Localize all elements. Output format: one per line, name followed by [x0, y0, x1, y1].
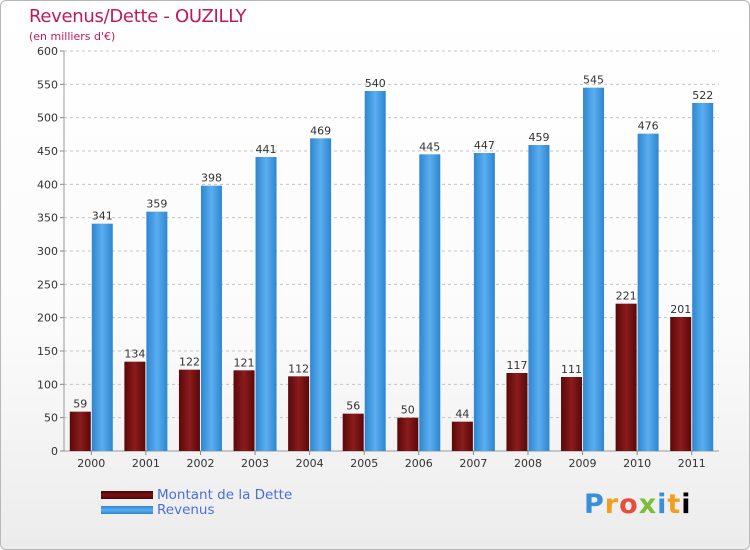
- y-tick-label: 50: [44, 412, 58, 425]
- y-tick-label: 100: [37, 378, 58, 391]
- bar-revenus: [146, 211, 168, 451]
- x-tick-label: 2004: [296, 457, 324, 470]
- value-label-revenus: 540: [365, 77, 386, 90]
- x-tick-label: 2010: [623, 457, 651, 470]
- value-label-dette: 134: [124, 348, 145, 361]
- x-tick-label: 2001: [132, 457, 160, 470]
- bar-dette: [342, 413, 364, 451]
- value-label-revenus: 341: [92, 210, 113, 223]
- legend-swatch-dette: [101, 490, 153, 499]
- bar-revenus: [692, 103, 714, 451]
- y-tick-label: 450: [37, 145, 58, 158]
- value-label-revenus: 522: [692, 89, 713, 102]
- value-label-dette: 221: [616, 290, 637, 303]
- legend-swatch-revenus: [101, 505, 153, 514]
- x-tick-label: 2002: [186, 457, 214, 470]
- value-label-dette: 56: [346, 400, 360, 413]
- value-label-dette: 122: [179, 356, 200, 369]
- value-label-dette: 201: [670, 303, 691, 316]
- bar-dette: [615, 303, 637, 451]
- bar-revenus: [419, 154, 441, 452]
- x-tick-label: 2006: [405, 457, 433, 470]
- x-tick-label: 2005: [350, 457, 378, 470]
- x-tick-label: 2000: [77, 457, 105, 470]
- value-label-dette: 112: [288, 362, 309, 375]
- value-label-dette: 111: [561, 363, 582, 376]
- value-label-revenus: 441: [256, 143, 277, 156]
- y-tick-label: 250: [37, 278, 58, 291]
- y-tick-label: 350: [37, 212, 58, 225]
- bar-revenus: [200, 185, 222, 451]
- x-tick-label: 2003: [241, 457, 269, 470]
- value-label-revenus: 445: [419, 140, 440, 153]
- value-label-revenus: 359: [146, 198, 167, 211]
- bar-revenus: [255, 157, 277, 451]
- legend-item-revenus: Revenus: [101, 501, 292, 518]
- proxiti-logo: Proxiti: [584, 489, 692, 520]
- bar-dette: [397, 417, 419, 451]
- y-tick-label: 300: [37, 245, 58, 258]
- value-label-revenus: 459: [528, 131, 549, 144]
- x-tick-label: 2008: [514, 457, 542, 470]
- bar-dette: [178, 369, 200, 451]
- legend-label-dette: Montant de la Dette: [157, 486, 293, 503]
- x-tick-label: 2007: [459, 457, 487, 470]
- value-label-revenus: 447: [474, 139, 495, 152]
- bar-dette: [451, 421, 473, 451]
- bar-revenus: [91, 223, 113, 451]
- bar-revenus: [364, 91, 386, 451]
- bar-dette: [233, 370, 255, 451]
- legend: Montant de la Dette Revenus: [101, 486, 293, 518]
- value-label-revenus: 476: [638, 120, 659, 133]
- bar-revenus: [637, 133, 659, 451]
- y-tick-label: 200: [37, 312, 58, 325]
- bar-dette: [506, 373, 528, 451]
- y-tick-label: 150: [37, 345, 58, 358]
- value-label-dette: 50: [401, 404, 415, 417]
- x-tick-label: 2009: [569, 457, 597, 470]
- value-label-dette: 121: [234, 356, 255, 369]
- value-label-revenus: 545: [583, 74, 604, 87]
- y-tick-label: 400: [37, 178, 58, 191]
- bar-dette: [561, 377, 583, 451]
- x-tick-label: 2011: [678, 457, 706, 470]
- bar-dette: [288, 376, 310, 451]
- value-label-dette: 44: [455, 408, 469, 421]
- value-label-dette: 59: [73, 398, 87, 411]
- legend-label-revenus: Revenus: [157, 501, 215, 518]
- bar-dette: [69, 411, 91, 451]
- y-tick-label: 0: [51, 445, 58, 458]
- y-tick-label: 600: [37, 45, 58, 58]
- chart-title: Revenus/Dette - OUZILLY: [29, 6, 247, 27]
- chart-subtitle: (en milliers d'€): [29, 30, 116, 43]
- value-label-revenus: 398: [201, 172, 222, 185]
- bar-revenus: [473, 153, 495, 451]
- y-tick-label: 550: [37, 78, 58, 91]
- bar-revenus: [310, 138, 332, 452]
- value-label-dette: 117: [506, 359, 527, 372]
- bar-revenus: [583, 87, 605, 452]
- bar-revenus: [528, 145, 550, 451]
- bar-dette: [670, 317, 692, 451]
- legend-item-dette: Montant de la Dette: [101, 486, 293, 503]
- y-tick-label: 500: [37, 112, 58, 125]
- bar-dette: [124, 361, 146, 451]
- value-label-revenus: 469: [310, 124, 331, 137]
